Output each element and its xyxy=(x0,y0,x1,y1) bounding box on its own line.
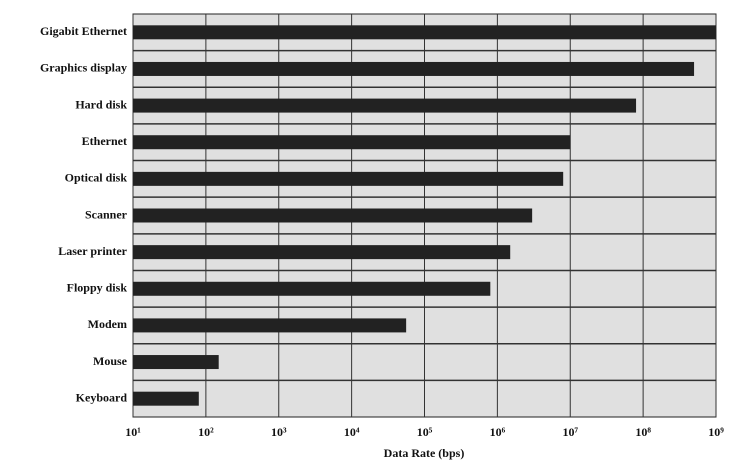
y-tick-label: Ethernet xyxy=(82,134,127,148)
x-tick-label: 10⁹ xyxy=(708,425,724,439)
y-tick-label: Hard disk xyxy=(75,97,127,111)
y-tick-label: Laser printer xyxy=(58,244,127,258)
x-tick-label: 10³ xyxy=(271,425,287,439)
y-tick-label: Scanner xyxy=(85,207,128,221)
bar xyxy=(133,318,407,333)
x-tick-label: 10⁷ xyxy=(562,425,578,439)
x-tick-label: 10¹ xyxy=(125,425,141,439)
bar xyxy=(133,98,637,113)
x-tick-label: 10⁸ xyxy=(635,425,651,439)
y-tick-label: Graphics display xyxy=(40,61,127,75)
bar xyxy=(133,281,491,296)
bar xyxy=(133,208,533,223)
x-tick-label: 10⁶ xyxy=(490,425,506,439)
y-tick-label: Modem xyxy=(88,317,127,331)
x-tick-label: 10⁴ xyxy=(344,425,360,439)
y-tick-label: Optical disk xyxy=(65,171,128,185)
bar xyxy=(133,135,571,150)
y-tick-label: Mouse xyxy=(93,354,128,368)
bar xyxy=(133,355,219,370)
x-tick-label: 10² xyxy=(198,425,214,439)
bar xyxy=(133,245,511,260)
y-tick-label: Keyboard xyxy=(76,390,128,404)
y-tick-label: Gigabit Ethernet xyxy=(40,24,127,38)
bar xyxy=(133,61,695,76)
x-axis-title: Data Rate (bps) xyxy=(384,446,465,460)
x-tick-label: 10⁵ xyxy=(417,425,433,439)
bar xyxy=(133,391,199,406)
bar xyxy=(133,171,564,186)
bar xyxy=(133,25,716,40)
y-tick-label: Floppy disk xyxy=(67,281,128,295)
